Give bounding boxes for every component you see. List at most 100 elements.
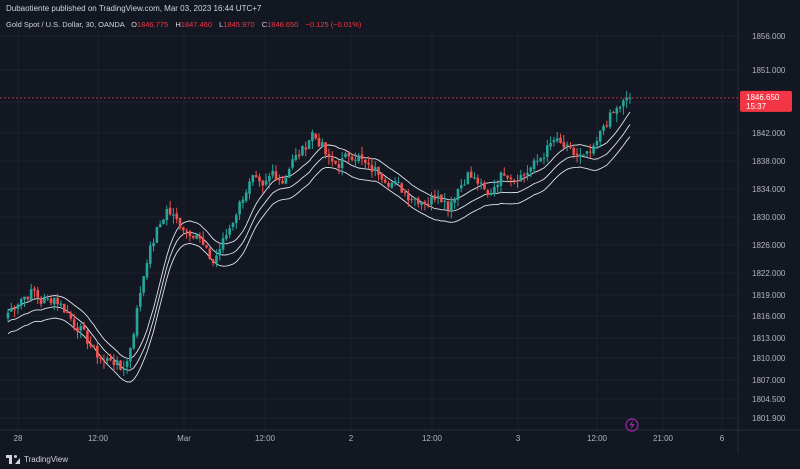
time-tick-label: 3 [516, 434, 521, 443]
candle-body [191, 235, 195, 238]
candle-body [102, 359, 106, 362]
candle-body [165, 208, 169, 221]
candle-body [89, 343, 93, 347]
candle-body [625, 97, 628, 101]
candle-body [450, 201, 453, 212]
time-tick-label: 12:00 [587, 434, 608, 443]
event-lightning-icon[interactable] [625, 418, 639, 432]
candle-body [337, 164, 341, 169]
candle-body [618, 107, 622, 109]
candle-body [132, 334, 136, 349]
candle-body [476, 177, 480, 184]
candle-body [307, 140, 311, 150]
candle-body [324, 142, 327, 155]
time-tick-label: 12:00 [255, 434, 276, 443]
candle-body [205, 245, 208, 248]
candle-body [499, 172, 503, 186]
candle-body [251, 174, 255, 183]
candle-body [175, 213, 179, 220]
tradingview-logo[interactable]: TradingView [6, 455, 68, 464]
candle-body [291, 159, 294, 168]
candle-body [287, 169, 291, 178]
candle-body [228, 228, 231, 235]
candle-body [271, 170, 274, 176]
candle-body [493, 186, 496, 194]
candle-body [440, 194, 443, 203]
candle-body [112, 360, 116, 366]
candle-body [370, 164, 374, 172]
candle-body [76, 327, 79, 332]
envelope-band-line [7, 136, 631, 383]
candle-body [562, 142, 566, 148]
candle-body [311, 132, 314, 142]
candle-body [420, 202, 423, 205]
candle-body [145, 263, 149, 278]
candle-body [109, 357, 112, 361]
candle-body [582, 154, 585, 156]
candlesticks [6, 90, 632, 376]
time-tick-label: 6 [720, 434, 725, 443]
candle-body [436, 195, 440, 199]
close-label: C [261, 20, 268, 29]
candle-body [459, 185, 463, 189]
envelope-band-line [7, 124, 631, 371]
last-price-tag: 1846.650 15:37 [740, 90, 792, 112]
high-value: 1847.460 [180, 20, 213, 29]
candle-body [423, 201, 427, 205]
candle-body [72, 319, 76, 327]
price-tick-label: 1816.000 [752, 312, 786, 321]
candle-body [615, 108, 619, 114]
price-axis: 1856.0001851.0001846.0001842.0001838.000… [752, 32, 786, 423]
candle-body [598, 130, 602, 142]
candle-body [119, 360, 122, 370]
candle-body [383, 179, 387, 183]
candle-body [575, 153, 579, 156]
candle-body [215, 255, 218, 264]
candle-body [211, 259, 215, 264]
candle-body [496, 184, 499, 188]
publisher-line: Dubaotiente published on TradingView.com… [6, 4, 262, 13]
candle-body [628, 97, 632, 99]
candle-body [430, 196, 433, 205]
candle-body [221, 238, 225, 250]
candle-body [532, 160, 536, 169]
candle-body [99, 357, 102, 359]
candle-body [605, 125, 609, 127]
candle-body [268, 175, 271, 182]
candle-body [198, 236, 202, 239]
symbol-label[interactable]: Gold Spot / U.S. Dollar, 30, OANDA [6, 20, 125, 29]
candle-body [380, 173, 384, 180]
candle-body [33, 288, 36, 291]
candle-body [559, 137, 562, 143]
candle-body [49, 298, 53, 303]
price-tick-label: 1819.000 [752, 291, 786, 300]
candle-body [502, 173, 506, 176]
candle-body [314, 133, 317, 139]
candle-body [330, 157, 334, 162]
candle-body [23, 296, 26, 300]
candle-body [122, 368, 126, 370]
candle-body [142, 276, 145, 293]
close-value: 1846.650 [267, 20, 299, 29]
candle-body [483, 182, 486, 190]
candle-body [354, 159, 357, 161]
candle-body [393, 181, 397, 184]
candle-body [572, 147, 576, 155]
price-tick-label: 1826.000 [752, 241, 786, 250]
candle-body [519, 175, 523, 182]
candle-body [39, 298, 43, 305]
candle-body [463, 184, 466, 186]
candle-body [62, 303, 66, 313]
candle-body [241, 199, 245, 203]
candle-body [168, 207, 172, 215]
price-tick-label: 1804.500 [752, 395, 786, 404]
candle-body [43, 298, 46, 304]
candle-body [466, 172, 470, 184]
candle-body [59, 303, 63, 306]
candle-body [188, 231, 192, 237]
time-tick-label: 12:00 [88, 434, 109, 443]
candle-body [509, 177, 513, 180]
candle-body [56, 297, 59, 305]
candle-body [340, 158, 344, 168]
